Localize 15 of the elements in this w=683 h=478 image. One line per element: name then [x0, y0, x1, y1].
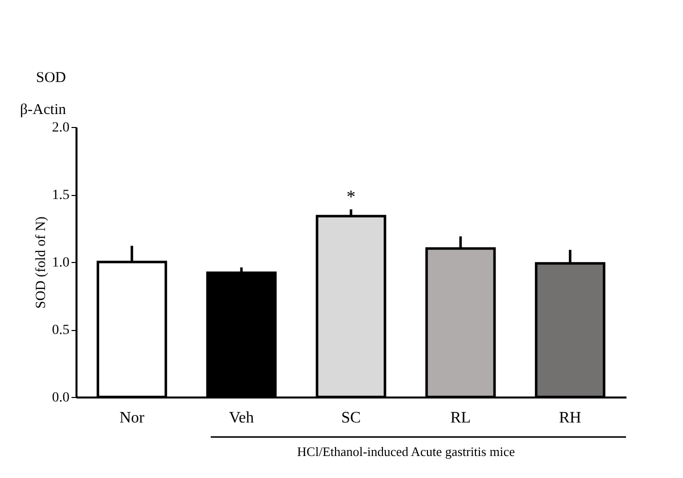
- y-tick-label: 1.0: [52, 256, 70, 270]
- x-tick-label: SC: [341, 410, 361, 426]
- x-tick-label: Veh: [228, 410, 254, 426]
- x-tick-label: Nor: [119, 410, 145, 426]
- text: HCl/Ethanol-induced Acute gastritis mice: [297, 444, 516, 459]
- text: SOD: [36, 70, 66, 86]
- y-tick-label: 0.5: [52, 323, 70, 338]
- y-tick-label: 2.0: [52, 120, 70, 136]
- y-axis-title: SOD (fold of N): [34, 216, 49, 309]
- annotation: *: [346, 186, 356, 207]
- y-tick-label: 1.5: [52, 188, 70, 203]
- text: β-Actin: [20, 102, 66, 118]
- y-tick-label: 0.0: [52, 390, 70, 406]
- x-tick-label: RH: [559, 410, 582, 426]
- x-tick-label: RL: [450, 410, 471, 426]
